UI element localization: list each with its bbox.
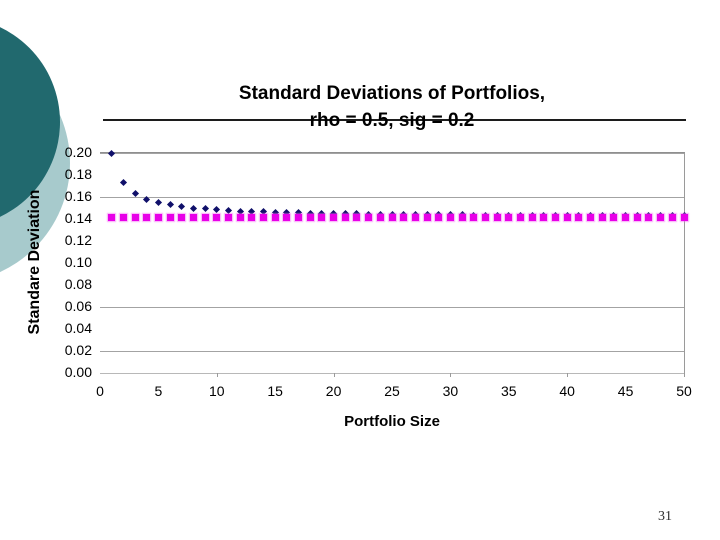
data-point-square <box>446 213 454 221</box>
x-tick-label: 5 <box>154 383 163 399</box>
x-tick-label: 20 <box>325 383 342 399</box>
data-point-square <box>575 213 583 221</box>
data-point-square <box>260 213 268 221</box>
data-point-square <box>248 213 256 221</box>
chart-title-line1: Standard Deviations of Portfolios, <box>238 83 546 104</box>
x-tick-label: 50 <box>676 383 692 399</box>
data-point-square <box>189 213 197 221</box>
y-tick-label: 0.10 <box>64 254 92 270</box>
page-number: 31 <box>658 509 672 524</box>
data-point-square <box>143 213 151 221</box>
x-axis-title: Portfolio Size <box>344 413 440 430</box>
data-point-square <box>633 213 641 221</box>
data-point-square <box>645 213 653 221</box>
x-axis-tick-mark <box>684 373 685 377</box>
y-tick-label: 0.08 <box>64 276 92 292</box>
data-point-square <box>400 213 408 221</box>
plot-area <box>100 149 688 377</box>
data-point-square <box>668 213 676 221</box>
y-tick-label: 0.14 <box>64 210 92 226</box>
x-tick-label: 40 <box>559 383 575 399</box>
data-point-square <box>540 213 548 221</box>
data-point-diamond <box>119 178 127 187</box>
x-tick-label: 25 <box>384 383 400 399</box>
gridline <box>100 153 684 154</box>
data-point-square <box>423 213 431 221</box>
data-point-diamond <box>154 199 162 207</box>
x-tick-label: 15 <box>267 383 283 399</box>
data-point-square <box>657 213 665 221</box>
data-point-square <box>306 213 314 221</box>
y-tick-label: 0.16 <box>64 188 92 204</box>
data-point-diamond <box>166 201 174 209</box>
data-point-square <box>376 213 384 221</box>
chart-title-line2: rho = 0.5, sig = 0.2 <box>309 110 475 131</box>
data-point-square <box>295 213 303 221</box>
data-point-square <box>131 213 139 221</box>
data-point-square <box>271 213 279 221</box>
y-tick-label: 0.06 <box>64 298 92 314</box>
data-point-square <box>552 213 560 221</box>
data-point-square <box>388 213 396 221</box>
data-point-square <box>178 213 186 221</box>
data-point-square <box>587 213 595 221</box>
x-tick-label: 0 <box>96 383 104 399</box>
y-tick-label: 0.18 <box>64 166 92 182</box>
x-tick-label: 35 <box>501 383 517 399</box>
data-point-square <box>283 213 291 221</box>
data-point-square <box>236 213 244 221</box>
data-point-square <box>213 213 221 221</box>
data-point-square <box>201 213 209 221</box>
data-point-square <box>505 213 513 221</box>
data-point-square <box>563 213 571 221</box>
data-point-square <box>622 213 630 221</box>
data-point-square <box>610 213 618 221</box>
data-point-square <box>224 213 232 221</box>
data-point-square <box>330 213 338 221</box>
title-underline <box>103 119 686 121</box>
x-axis-tick-mark <box>216 373 218 377</box>
x-tick-label: 45 <box>617 383 634 399</box>
data-point-square <box>516 213 524 221</box>
data-point-square <box>353 213 361 221</box>
x-tick-label: 30 <box>442 383 459 399</box>
x-axis-tick-mark <box>567 373 569 377</box>
data-point-square <box>166 213 174 221</box>
y-tick-label: 0.00 <box>64 364 92 380</box>
data-point-diamond <box>108 149 116 157</box>
data-point-square <box>435 213 443 221</box>
data-point-square <box>470 213 478 221</box>
data-point-square <box>119 213 127 221</box>
data-point-square <box>458 213 466 221</box>
data-point-square <box>341 213 349 221</box>
data-point-square <box>318 213 326 221</box>
data-point-square <box>528 213 536 221</box>
data-point-square <box>598 213 606 221</box>
data-point-diamond <box>201 205 209 213</box>
data-point-square <box>493 213 501 221</box>
data-point-square <box>481 213 489 221</box>
data-point-diamond <box>189 204 197 212</box>
data-point-square <box>154 213 162 221</box>
y-tick-label: 0.04 <box>64 320 92 336</box>
data-point-square <box>365 213 373 221</box>
x-tick-label: 10 <box>209 383 225 399</box>
gridline <box>100 351 684 352</box>
x-axis-tick-mark <box>333 373 335 377</box>
data-point-square <box>680 213 688 221</box>
y-tick-label: 0.20 <box>64 144 92 160</box>
data-point-diamond <box>178 203 186 211</box>
gridline <box>100 307 684 308</box>
data-point-square <box>411 213 419 221</box>
data-point-square <box>108 213 116 221</box>
data-point-diamond <box>213 206 221 214</box>
x-axis-tick-mark <box>450 373 452 377</box>
y-tick-label: 0.02 <box>64 342 92 358</box>
data-point-diamond <box>131 189 139 197</box>
chart-title: Standard Deviations of Portfolios, rho =… <box>100 80 684 134</box>
y-tick-label: 0.12 <box>64 232 92 248</box>
gridline <box>100 197 684 198</box>
